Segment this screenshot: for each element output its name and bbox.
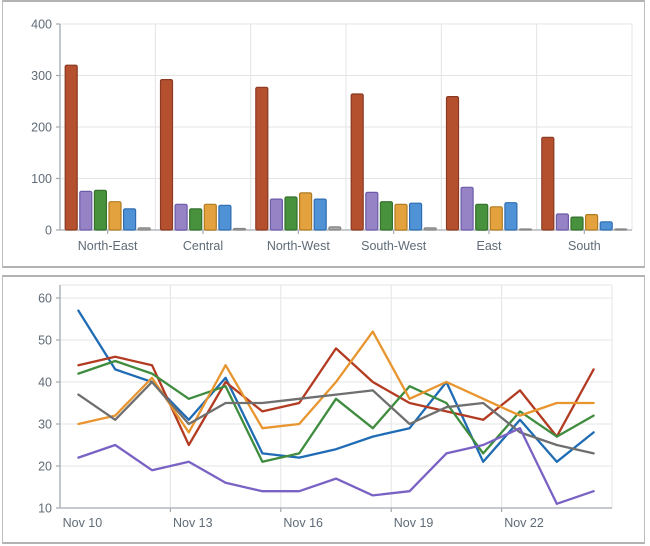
bar-south-gray <box>614 228 628 231</box>
bar-north-east-green <box>93 189 108 231</box>
y-tick-label: 100 <box>31 172 52 186</box>
bar-east-purple <box>460 186 474 231</box>
bar-north-east-gray <box>137 227 151 231</box>
bar-central-green <box>189 208 203 231</box>
bar-north-west-blue <box>313 198 327 231</box>
x-category-label: North-West <box>267 239 331 253</box>
line-series-green <box>77 359 595 463</box>
bar-north-west-orange <box>299 192 313 231</box>
bar-south-west-green <box>379 201 393 231</box>
x-category-label: South <box>568 239 601 253</box>
bar-central-red <box>159 78 174 231</box>
x-tick-label: Nov 16 <box>283 516 323 530</box>
bar-south-west-purple <box>365 191 379 231</box>
x-tick-label: Nov 22 <box>504 516 544 530</box>
bar-south-west-red <box>350 93 364 231</box>
x-category-label: South-West <box>361 239 427 253</box>
y-tick-label: 400 <box>31 18 52 32</box>
y-tick-label: 10 <box>38 502 52 516</box>
line-series-gray <box>77 380 595 455</box>
bar-east-blue <box>504 202 518 231</box>
y-tick-label: 40 <box>38 376 52 390</box>
x-tick-label: Nov 19 <box>394 516 434 530</box>
bar-central-orange <box>203 203 217 231</box>
bar-east-green <box>475 203 489 231</box>
y-tick-label: 300 <box>31 69 52 83</box>
bar-south-red <box>541 136 555 231</box>
bar-north-west-green <box>284 196 298 231</box>
bar-east-gray <box>518 228 533 231</box>
bar-east-orange <box>489 206 503 231</box>
y-tick-label: 60 <box>38 292 52 306</box>
y-tick-label: 30 <box>38 418 52 432</box>
bar-south-green <box>570 216 584 231</box>
bar-north-west-red <box>255 86 269 231</box>
bar-chart-canvas: 0 100 200 300 400 North-East Central North-West… <box>31 18 633 253</box>
bar-north-east-red <box>64 64 78 231</box>
bar-south-west-orange <box>394 203 408 231</box>
bar-north-east-blue <box>122 208 137 231</box>
bar-north-west-gray <box>328 226 342 231</box>
line-series-purple <box>77 427 595 505</box>
y-tick-label: 20 <box>38 460 52 474</box>
bar-north-east-orange <box>108 201 122 231</box>
bar-south-west-blue <box>409 202 423 231</box>
x-category-label: East <box>476 239 502 253</box>
x-category-label: Central <box>183 239 223 253</box>
bar-south-blue <box>599 221 613 231</box>
bar-east-red <box>445 95 460 231</box>
bar-central-purple <box>174 203 188 231</box>
bar-central-gray <box>232 227 247 231</box>
bar-south-west-gray <box>423 227 437 231</box>
y-tick-label: 0 <box>45 224 52 238</box>
x-category-label: North-East <box>78 239 138 253</box>
bar-central-blue <box>218 204 232 231</box>
x-tick-label: Nov 10 <box>63 516 103 530</box>
line-chart-panel: 10 20 30 40 50 60 Nov 10 Nov 13 Nov 16 Nov 19 Nov … <box>2 275 645 544</box>
bar-north-east-purple <box>79 190 93 231</box>
bar-north-west-purple <box>269 198 283 231</box>
x-tick-label: Nov 13 <box>173 516 213 530</box>
line-chart-canvas: 10 20 30 40 50 60 Nov 10 Nov 13 Nov 16 Nov 19 Nov … <box>38 284 613 530</box>
bar-south-orange <box>584 214 599 231</box>
y-tick-label: 200 <box>31 121 52 135</box>
line-series-red <box>77 347 595 447</box>
bar-south-purple <box>555 213 570 231</box>
bar-chart-panel: 0 100 200 300 400 North-East Central North-West… <box>2 0 645 268</box>
y-tick-label: 50 <box>38 334 52 348</box>
